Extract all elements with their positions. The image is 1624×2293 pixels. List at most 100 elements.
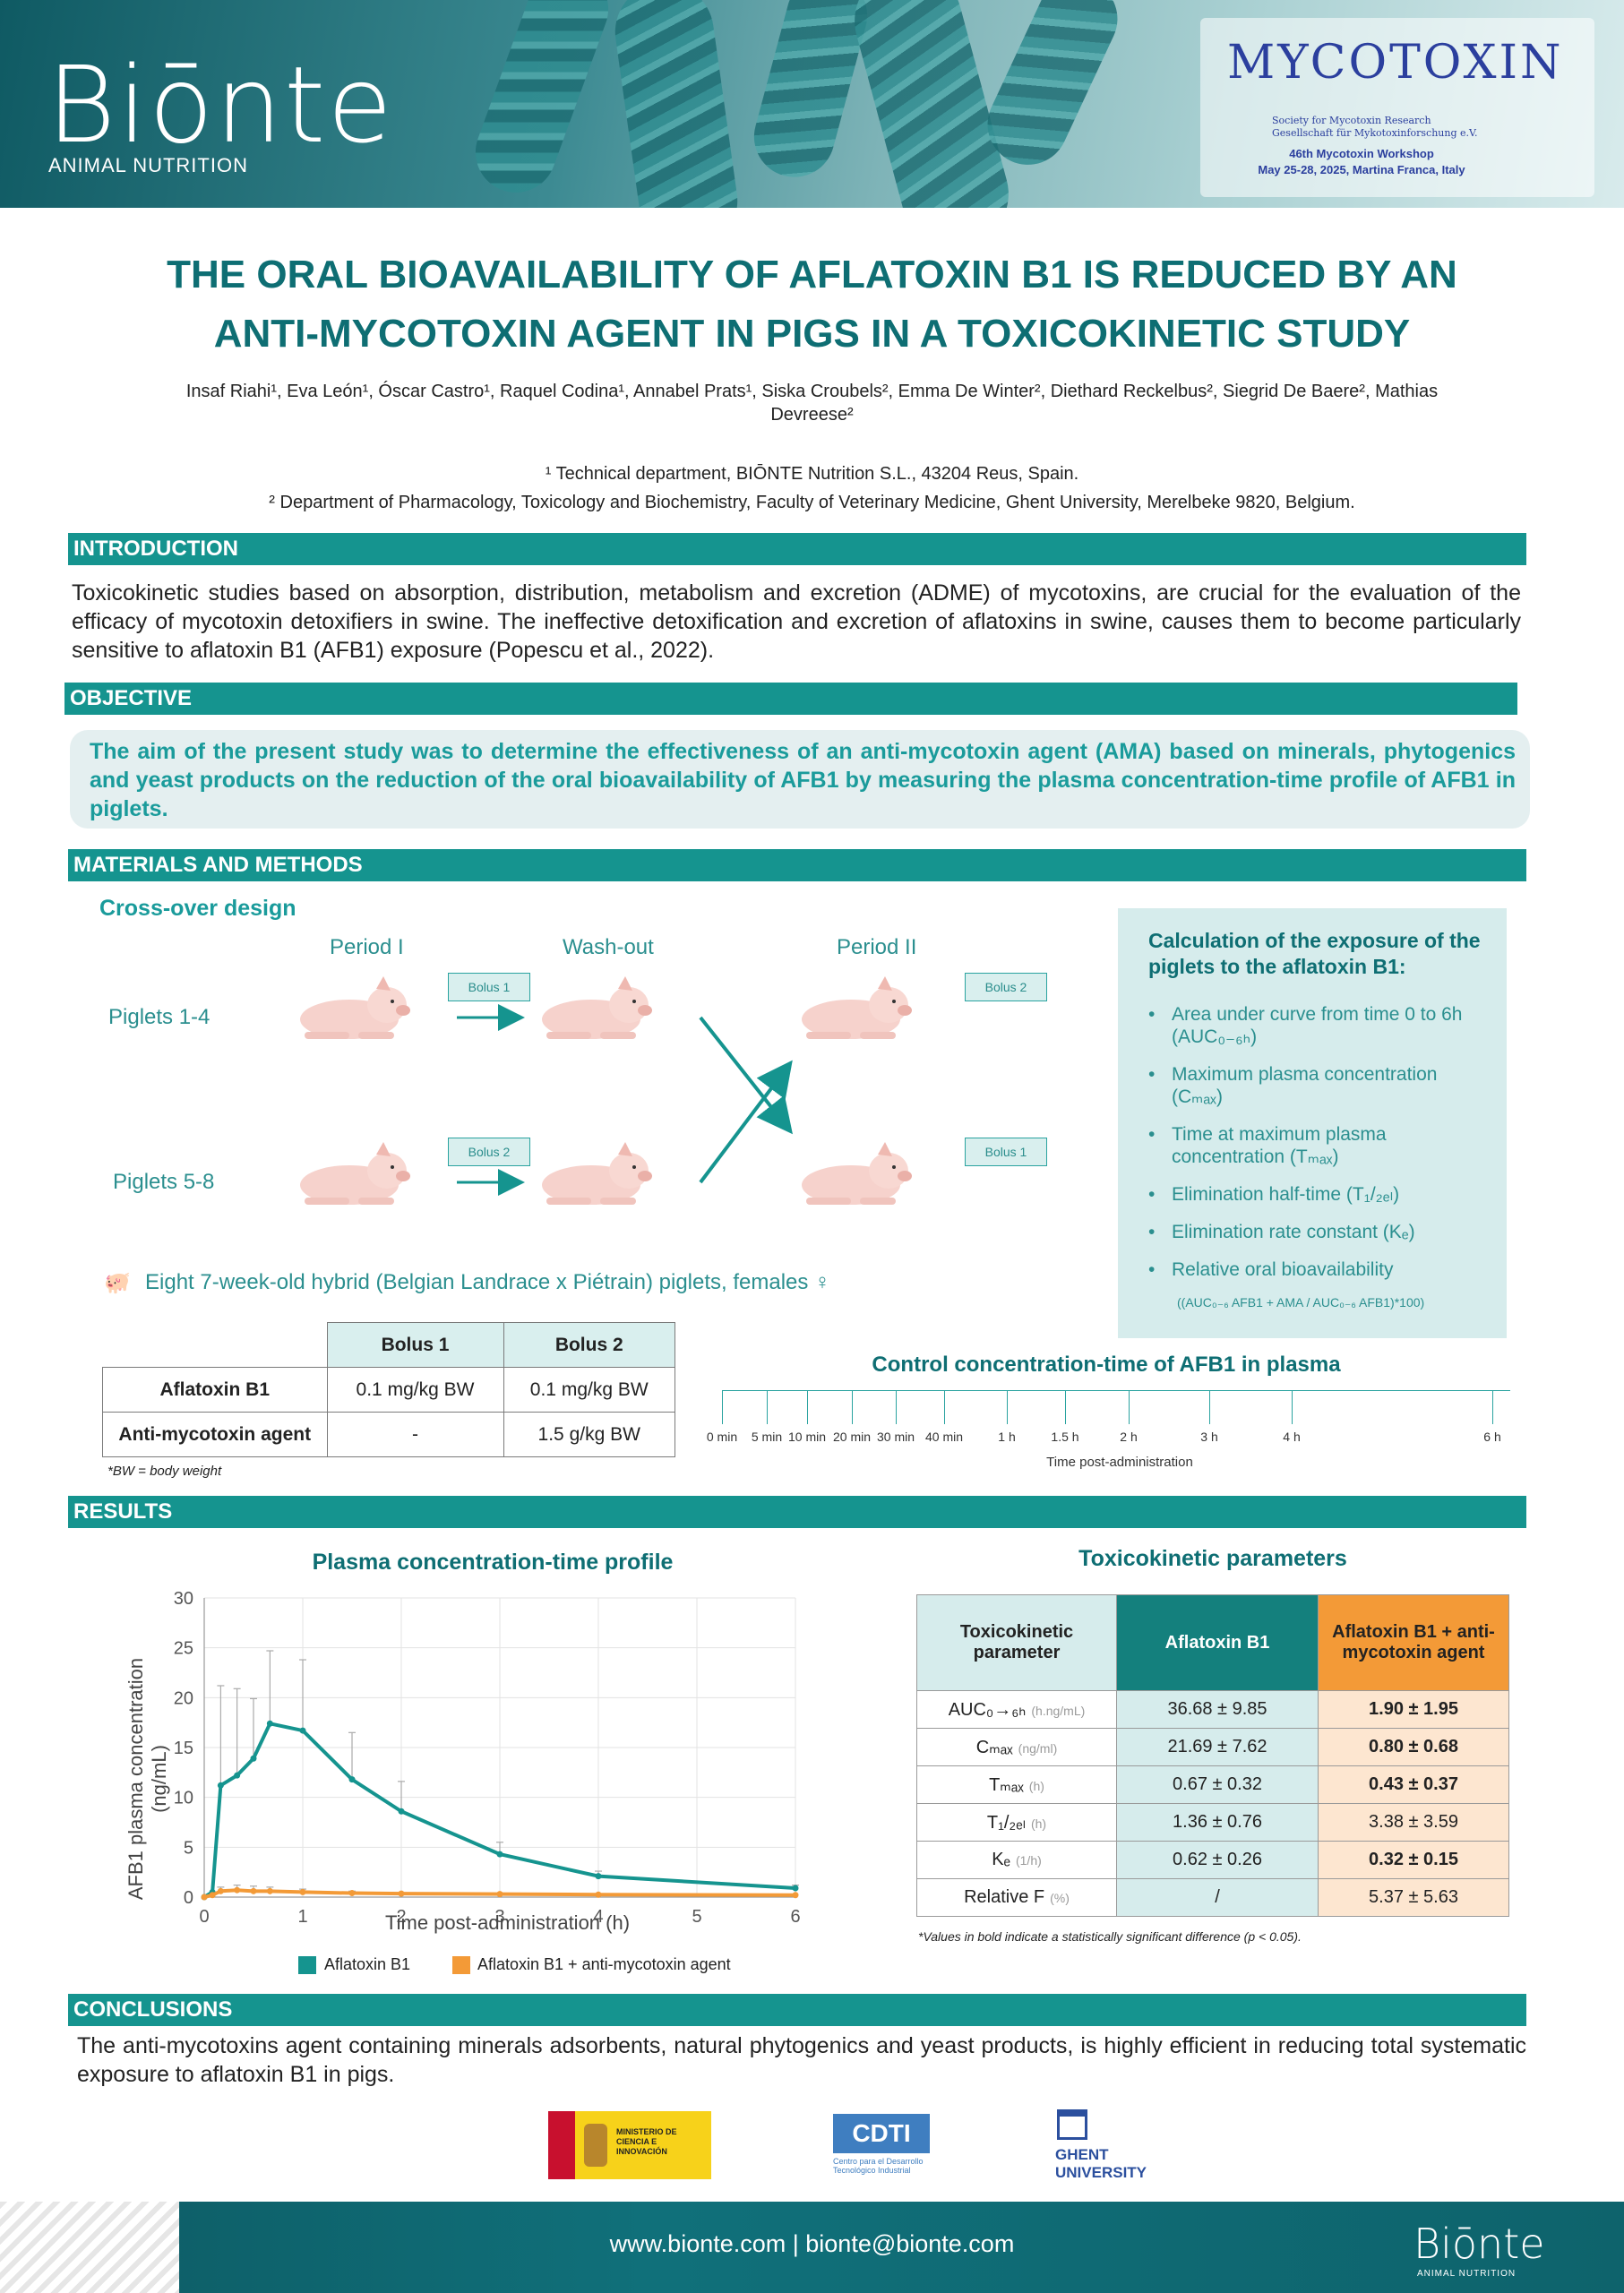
timeline-tick: [944, 1390, 945, 1424]
timeline-tick: [1007, 1390, 1008, 1424]
bionte-logo-subtitle: ANIMAL NUTRITION: [48, 154, 248, 176]
animals-description: Eight 7-week-old hybrid (Belgian Landrac…: [145, 1270, 831, 1294]
workshop-title: 46th Mycotoxin Workshop: [1289, 147, 1434, 160]
x-tick-label: 4: [593, 1907, 603, 1927]
data-point: [299, 1727, 306, 1734]
tk-param: Relative F: [964, 1887, 1045, 1907]
tk-unit: (h.ng/mL): [1031, 1704, 1086, 1718]
data-point: [496, 1891, 503, 1898]
piglets-group-b-label: Piglets 5-8: [113, 1170, 215, 1194]
y-tick-label: 0: [184, 1888, 193, 1908]
affiliation-1: ¹ Technical department, BIŌNTE Nutrition…: [545, 464, 1079, 484]
x-tick-label: 6: [790, 1907, 800, 1927]
tk-row: Kₑ (1/h) 0.62 ± 0.26 0.32 ± 0.15: [916, 1841, 1509, 1879]
tk-param: AUC₀→₆ₕ: [948, 1700, 1027, 1720]
tk-unit: (ng/ml): [1018, 1741, 1058, 1756]
tk-value-afb1: 0.62 ± 0.26: [1116, 1841, 1319, 1879]
dose-table: Bolus 1 Bolus 2 Aflatoxin B1 0.1 mg/kg B…: [102, 1322, 675, 1457]
timeline-tick-label: 10 min: [787, 1430, 827, 1444]
tk-value-afb1: 21.69 ± 7.62: [1116, 1728, 1319, 1766]
toxicokinetic-table: Toxicokinetic parameter Aflatoxin B1 Afl…: [916, 1594, 1509, 1917]
calc-item: • Maximum plasma concentration (Cₘₐₓ): [1148, 1064, 1438, 1107]
section-objective: OBJECTIVE: [64, 683, 1517, 715]
tk-value-afb1: /: [1116, 1878, 1319, 1917]
ministry-logo: MINISTERIO DE CIENCIA E INNOVACIÓN: [548, 2111, 711, 2179]
washout-label: Wash-out: [563, 935, 654, 959]
plasma-concentration-chart: 0 5 10 15 20 25 30 0 1 2 3 4 5 6: [174, 1589, 801, 1927]
timeline-tick-label: 4 h: [1283, 1430, 1301, 1444]
x-tick-label: 1: [297, 1907, 307, 1927]
coat-of-arms-icon: [584, 2124, 607, 2167]
data-point: [348, 1776, 356, 1783]
timeline-tick: [1065, 1390, 1066, 1424]
timeline-axis: [722, 1390, 1510, 1391]
tk-header: Aflatoxin B1 + anti-mycotoxin agent: [1318, 1594, 1509, 1691]
poster-title-line-2: ANTI-MYCOTOXIN AGENT IN PIGS IN A TOXICO…: [213, 312, 1411, 356]
data-point: [234, 1886, 241, 1894]
data-point: [299, 1888, 306, 1895]
pig-icon: [300, 976, 410, 1039]
section-introduction: INTRODUCTION: [68, 533, 1526, 565]
tk-param-cell: Tₘₐₓ (h): [916, 1765, 1117, 1804]
timeline-tick: [852, 1390, 853, 1424]
section-materials-methods: MATERIALS AND METHODS: [68, 849, 1526, 881]
dose-row-label: Anti-mycotoxin agent: [102, 1412, 328, 1457]
bolus-label: Bolus 1: [965, 1138, 1047, 1166]
calc-item: • Area under curve from time 0 to 6h (AUC…: [1148, 1004, 1463, 1047]
y-tick-label: 20: [174, 1688, 193, 1708]
period-2-label: Period II: [837, 935, 917, 959]
bolus-label: Bolus 2: [448, 1138, 530, 1166]
data-point: [496, 1851, 503, 1858]
timeline-tick-label: 6 h: [1483, 1430, 1501, 1444]
mold-illustration: [464, 0, 620, 204]
chart-title: Plasma concentration-time profile: [312, 1550, 674, 1575]
tk-header: Toxicokinetic parameter: [916, 1594, 1117, 1691]
dose-row-label: Aflatoxin B1: [102, 1367, 328, 1413]
footer-logo: Biōnte: [1413, 2220, 1545, 2268]
x-tick-label: 3: [494, 1907, 504, 1927]
tk-value-afb1-ama: 0.80 ± 0.68: [1318, 1728, 1509, 1766]
tk-unit: (1/h): [1015, 1853, 1042, 1868]
mycotoxin-workshop-logo-box: [1200, 18, 1594, 197]
crossover-diagram: [300, 976, 912, 1205]
tk-param: Tₘₐₓ: [989, 1775, 1024, 1795]
tk-row: Cₘₐₓ (ng/ml) 21.69 ± 7.62 0.80 ± 0.68: [916, 1728, 1509, 1766]
authors-line-2: Devreese²: [770, 405, 854, 425]
dose-table-header: Bolus 2: [503, 1322, 675, 1368]
tk-param-cell: Relative F (%): [916, 1878, 1117, 1917]
tk-param-cell: T₁/₂ₑₗ (h): [916, 1803, 1117, 1842]
pig-icon: [542, 976, 652, 1039]
tk-row: Tₘₐₓ (h) 0.67 ± 0.32 0.43 ± 0.37: [916, 1765, 1509, 1804]
x-tick-label: 0: [199, 1907, 209, 1927]
tk-value-afb1-ama: 1.90 ± 1.95: [1318, 1690, 1509, 1729]
data-point: [348, 1890, 356, 1897]
objective-box: [70, 730, 1530, 829]
data-point: [595, 1891, 602, 1898]
piglets-group-a-label: Piglets 1-4: [108, 1005, 211, 1029]
footer-logo-subtitle: ANIMAL NUTRITION: [1417, 2269, 1517, 2279]
data-point: [217, 1887, 224, 1894]
tk-value-afb1: 1.36 ± 0.76: [1116, 1803, 1319, 1842]
introduction-text: Toxicokinetic studies based on absorptio…: [72, 580, 1521, 663]
data-point: [595, 1873, 602, 1880]
timeline-tick-label: 1.5 h: [1051, 1430, 1079, 1444]
timeline-title: Control concentration-time of AFB1 in pl…: [872, 1353, 1341, 1377]
footer-contact: www.bionte.com | bionte@bionte.com: [609, 2230, 1015, 2257]
dose-cell: 1.5 g/kg BW: [503, 1412, 675, 1457]
tk-param-cell: Kₑ (1/h): [916, 1841, 1117, 1879]
dose-cell: -: [326, 1412, 504, 1457]
tk-param: T₁/₂ₑₗ: [986, 1813, 1026, 1833]
cdti-subtitle: Centro para el Desarrollo Tecnológico In…: [833, 2157, 924, 2175]
timeline-tick: [767, 1390, 768, 1424]
timeline-tick: [1209, 1390, 1210, 1424]
timeline-tick-label: 1 h: [998, 1430, 1016, 1444]
tk-param: Cₘₐₓ: [975, 1738, 1013, 1757]
data-point: [398, 1808, 405, 1815]
ghent-university-logo: GHENT UNIVERSITY: [1055, 2146, 1147, 2181]
timeline-tick-label: 30 min: [876, 1430, 915, 1444]
dose-table-note: *BW = body weight: [107, 1464, 222, 1479]
mold-illustration: [608, 0, 744, 208]
chart-x-axis-label: Time post-administration (h): [385, 1911, 631, 1934]
myco-society-line-de: Gesellschaft für Mykotoxinforschung e.V.: [1272, 127, 1478, 139]
y-tick-label: 10: [174, 1789, 193, 1808]
